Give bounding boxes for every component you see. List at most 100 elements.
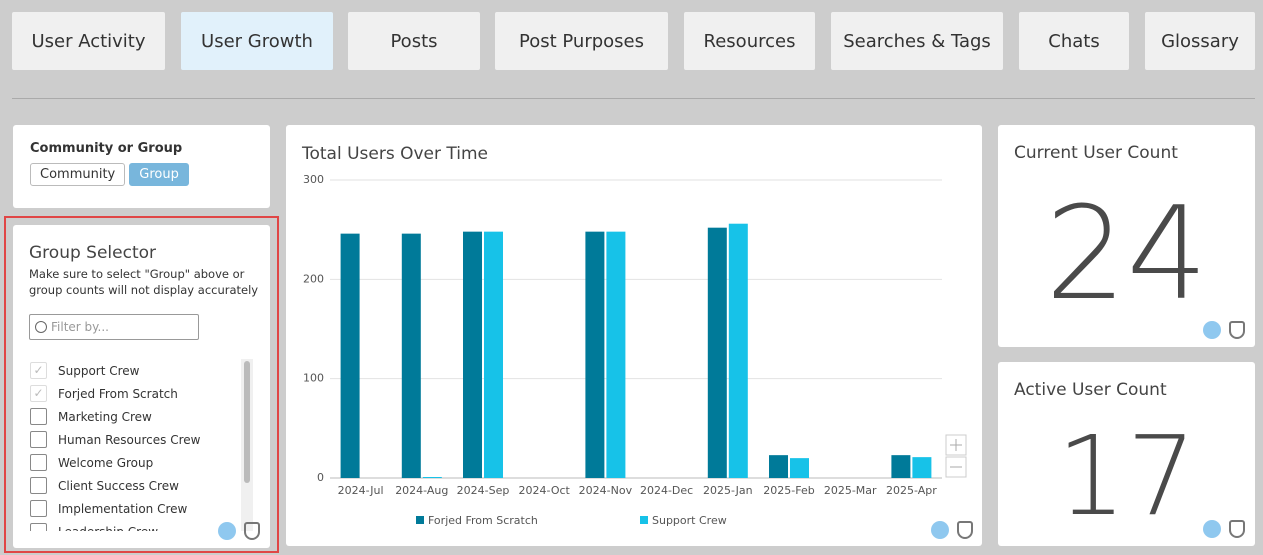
group-item[interactable]: Welcome Group bbox=[30, 451, 230, 474]
bar bbox=[606, 231, 626, 478]
card-title: Current User Count bbox=[1014, 143, 1178, 163]
checkbox[interactable] bbox=[30, 454, 47, 471]
y-tick-label: 0 bbox=[317, 471, 324, 484]
tab[interactable]: User Growth bbox=[181, 12, 333, 70]
panel-icons bbox=[1203, 321, 1245, 339]
checkbox[interactable]: ✓ bbox=[30, 385, 47, 402]
filter-icon[interactable] bbox=[1203, 321, 1221, 339]
tab[interactable]: User Activity bbox=[12, 12, 165, 70]
shield-icon[interactable] bbox=[1229, 321, 1245, 339]
bar bbox=[707, 227, 727, 478]
x-tick-label: 2024-Dec bbox=[640, 484, 693, 497]
bar bbox=[401, 233, 421, 478]
x-tick-label: 2025-Feb bbox=[763, 484, 814, 497]
group-item[interactable]: Client Success Crew bbox=[30, 474, 230, 497]
bar bbox=[484, 231, 503, 478]
highlight-box bbox=[4, 216, 279, 553]
filter-icon[interactable] bbox=[1203, 520, 1221, 538]
checkbox[interactable] bbox=[30, 477, 47, 494]
filter-input[interactable]: Filter by... bbox=[29, 314, 199, 340]
shield-icon[interactable] bbox=[1229, 520, 1245, 538]
tab[interactable]: Posts bbox=[348, 12, 480, 70]
group-item[interactable]: ✓ Support Crew bbox=[30, 359, 230, 382]
card-value: 17 bbox=[1056, 412, 1197, 540]
filter-placeholder: Filter by... bbox=[51, 320, 109, 334]
filter-icon[interactable] bbox=[931, 521, 949, 539]
zoom-in-icon bbox=[950, 439, 962, 451]
filter-icon[interactable] bbox=[218, 522, 236, 540]
tab[interactable]: Searches & Tags bbox=[831, 12, 1003, 70]
panel-icons bbox=[931, 521, 973, 539]
group-selector-title: Group Selector bbox=[29, 243, 156, 263]
toggle-button[interactable]: Community bbox=[30, 163, 126, 186]
panel-icons bbox=[218, 522, 260, 540]
chart-title: Total Users Over Time bbox=[301, 144, 488, 164]
bar bbox=[769, 455, 788, 478]
checkbox[interactable] bbox=[30, 431, 47, 448]
group-item-label: Human Resources Crew bbox=[58, 432, 201, 447]
legend-label: Support Crew bbox=[652, 514, 727, 527]
y-tick-label: 200 bbox=[303, 272, 324, 285]
group-item[interactable]: Marketing Crew bbox=[30, 405, 230, 428]
legend-swatch bbox=[640, 516, 648, 524]
group-item-label: Marketing Crew bbox=[58, 409, 152, 424]
group-selector-panel: Group Selector Make sure to select "Grou… bbox=[13, 225, 270, 548]
scrollbar[interactable] bbox=[241, 359, 253, 531]
card-title: Active User Count bbox=[1014, 380, 1167, 400]
chart-panel: Total Users Over Time 0 100 200 300 2024-Jul… bbox=[286, 125, 982, 546]
shield-icon[interactable] bbox=[957, 521, 973, 539]
toggle-label: Community or Group bbox=[30, 141, 183, 156]
checkbox[interactable]: ✓ bbox=[30, 362, 47, 379]
x-tick-label: 2024-Aug bbox=[395, 484, 448, 497]
x-tick-label: 2024-Sep bbox=[457, 484, 510, 497]
x-tick-label: 2024-Jul bbox=[338, 484, 384, 497]
scroll-thumb[interactable] bbox=[244, 361, 250, 483]
bar bbox=[340, 233, 360, 478]
group-item-label: Support Crew bbox=[58, 363, 140, 378]
shield-icon[interactable] bbox=[244, 522, 260, 540]
chart: Total Users Over Time 0 100 200 300 2024-Jul… bbox=[301, 144, 967, 527]
search-icon bbox=[35, 321, 47, 333]
panel-icons bbox=[1203, 520, 1245, 538]
toggle-buttons: Community Group bbox=[30, 163, 193, 186]
group-list: ✓ Support Crew ✓ Forjed From Scratch Marketi… bbox=[30, 359, 230, 531]
bar bbox=[790, 458, 809, 478]
group-item-label: Forjed From Scratch bbox=[58, 386, 178, 401]
toggle-button[interactable]: Group bbox=[129, 163, 189, 186]
toggle-panel: Community or Group Community Group bbox=[13, 125, 270, 208]
tab[interactable]: Resources bbox=[684, 12, 815, 70]
bar bbox=[422, 477, 442, 478]
group-item[interactable]: ✓ Forjed From Scratch bbox=[30, 382, 230, 405]
group-item[interactable]: Human Resources Crew bbox=[30, 428, 230, 451]
active-count-panel: Active User Count 17 bbox=[998, 362, 1255, 546]
group-selector-note: Make sure to select "Group" above or gro… bbox=[29, 267, 259, 297]
x-tick-label: 2025-Apr bbox=[886, 484, 937, 497]
group-item-label: Client Success Crew bbox=[58, 478, 179, 493]
x-tick-label: 2024-Nov bbox=[579, 484, 633, 497]
bar bbox=[585, 231, 605, 478]
group-item-label: Welcome Group bbox=[58, 455, 154, 470]
x-tick-label: 2024-Oct bbox=[519, 484, 571, 497]
group-item-label: Implementation Crew bbox=[58, 501, 188, 516]
bar bbox=[891, 455, 911, 478]
checkbox[interactable] bbox=[30, 500, 47, 517]
group-item[interactable]: Leadership Crew bbox=[30, 520, 230, 531]
x-tick-label: 2025-Mar bbox=[824, 484, 877, 497]
y-tick-label: 100 bbox=[303, 372, 324, 385]
bar bbox=[728, 223, 748, 478]
tab[interactable]: Chats bbox=[1019, 12, 1129, 70]
group-item[interactable]: Implementation Crew bbox=[30, 497, 230, 520]
legend-swatch bbox=[416, 516, 424, 524]
divider bbox=[12, 98, 1255, 99]
legend-label: Forjed From Scratch bbox=[428, 514, 538, 527]
bar bbox=[463, 231, 482, 478]
tab[interactable]: Post Purposes bbox=[495, 12, 668, 70]
y-tick-label: 300 bbox=[303, 173, 324, 186]
bar bbox=[912, 457, 932, 478]
card-value: 24 bbox=[1045, 180, 1208, 329]
checkbox[interactable] bbox=[30, 523, 47, 531]
checkbox[interactable] bbox=[30, 408, 47, 425]
group-item-label: Leadership Crew bbox=[58, 525, 158, 532]
tab[interactable]: Glossary bbox=[1145, 12, 1255, 70]
